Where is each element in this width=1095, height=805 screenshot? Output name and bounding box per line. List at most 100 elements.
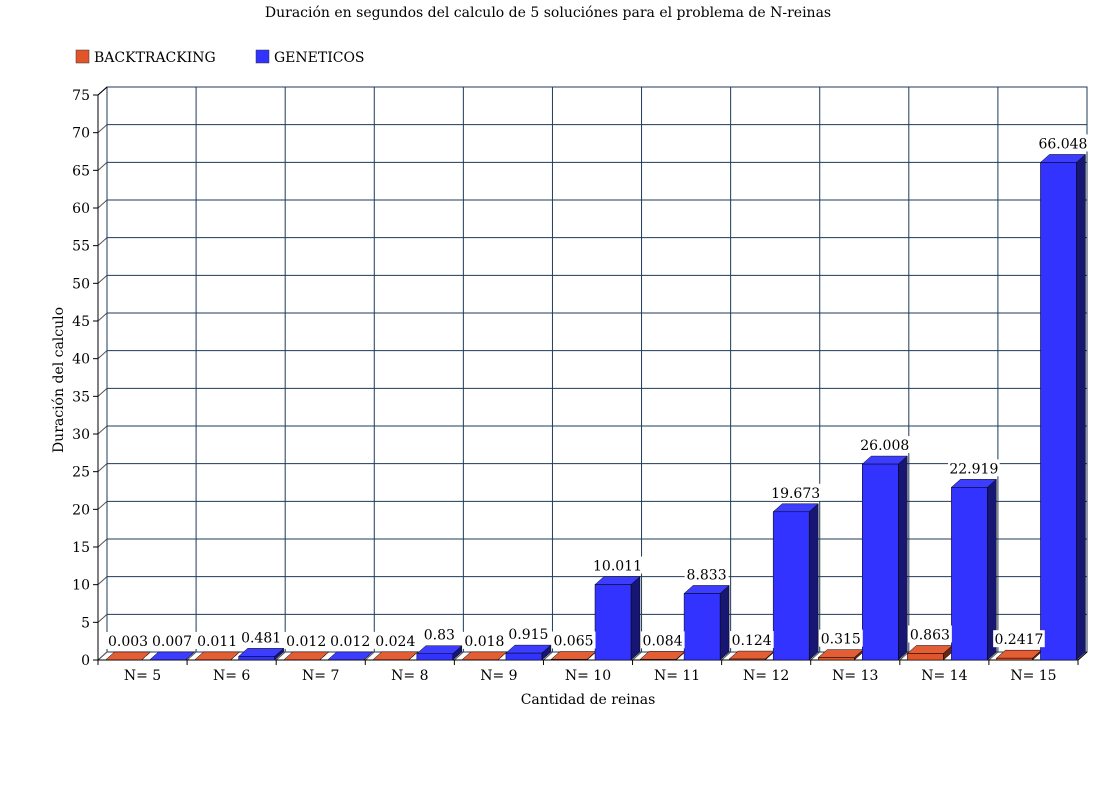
legend-label: GENETICOS bbox=[274, 50, 365, 66]
bar-backtracking-13 bbox=[817, 649, 864, 661]
bar-backtracking-15 bbox=[995, 649, 1043, 661]
data-label-bg bbox=[328, 631, 373, 649]
bar-front bbox=[594, 584, 632, 661]
data-label: 0.124 bbox=[732, 633, 772, 649]
bar-side bbox=[1076, 153, 1086, 661]
data-label: 0.018 bbox=[464, 634, 504, 650]
gridline-floor bbox=[454, 651, 464, 661]
x-tick-label: N= 15 bbox=[1010, 668, 1056, 684]
data-label-bg bbox=[818, 629, 863, 647]
gridline-floor bbox=[721, 651, 731, 661]
data-label: 66.048 bbox=[1038, 136, 1087, 152]
gridline-floor bbox=[988, 651, 999, 661]
bar-front bbox=[818, 657, 855, 661]
bar-side bbox=[808, 503, 819, 661]
data-label-bg bbox=[591, 556, 644, 574]
data-label: 0.863 bbox=[910, 627, 950, 643]
bar-side bbox=[630, 576, 641, 661]
gridline-side bbox=[97, 425, 108, 435]
bar-front bbox=[996, 657, 1033, 661]
bar-front bbox=[862, 463, 899, 661]
y-tick-label: 65 bbox=[72, 163, 90, 179]
data-label-bg bbox=[462, 631, 507, 649]
bar-geneticos-12 bbox=[772, 503, 819, 661]
y-tick-label: 70 bbox=[72, 126, 90, 142]
gridline-floor bbox=[275, 651, 286, 661]
x-tick-label: N= 8 bbox=[391, 668, 428, 684]
y-tick-label: 50 bbox=[72, 276, 90, 292]
legend-swatch bbox=[75, 49, 90, 64]
bar-geneticos-10 bbox=[594, 576, 641, 661]
y-tick-label: 75 bbox=[72, 88, 90, 104]
bar-front bbox=[728, 658, 766, 661]
bar-front bbox=[1040, 162, 1077, 661]
data-label: 0.481 bbox=[241, 630, 281, 646]
bars bbox=[104, 153, 1087, 661]
y-tick-label: 45 bbox=[72, 314, 90, 330]
data-label-bg bbox=[684, 565, 729, 583]
bar-front bbox=[238, 656, 275, 661]
y-tick-label: 0 bbox=[81, 653, 90, 669]
data-label-bg bbox=[506, 625, 551, 643]
bar-top bbox=[372, 651, 419, 661]
data-label: 0.2417 bbox=[994, 632, 1043, 648]
y-tick-label: 25 bbox=[72, 465, 90, 481]
data-label-bg bbox=[993, 630, 1045, 648]
data-label: 0.065 bbox=[553, 634, 593, 650]
data-label-bg bbox=[195, 631, 240, 649]
legend-label: BACKTRACKING bbox=[94, 50, 216, 66]
bar-backtracking-8 bbox=[372, 651, 419, 661]
y-tick-label: 20 bbox=[72, 502, 90, 518]
bar-front bbox=[907, 653, 944, 661]
bar-backtracking-11 bbox=[639, 650, 686, 661]
data-label: 0.012 bbox=[330, 634, 370, 650]
data-label: 10.011 bbox=[593, 559, 642, 575]
data-label-bg bbox=[284, 631, 329, 649]
data-label-bg bbox=[551, 631, 596, 649]
data-label: 19.673 bbox=[771, 486, 820, 502]
data-label: 0.007 bbox=[152, 634, 192, 650]
bar-geneticos-11 bbox=[683, 584, 730, 661]
bar-side bbox=[898, 455, 908, 661]
bar-front bbox=[416, 653, 454, 661]
y-axis-label: Duración del calculo bbox=[51, 307, 67, 453]
data-label: 0.084 bbox=[643, 633, 683, 649]
data-label: 0.003 bbox=[108, 634, 148, 650]
y-tick-label: 60 bbox=[72, 201, 90, 217]
gridline-side bbox=[97, 463, 108, 473]
gridline-side bbox=[97, 387, 108, 397]
grid bbox=[97, 86, 1088, 661]
data-label: 0.024 bbox=[375, 634, 415, 650]
data-label-bg bbox=[907, 625, 952, 643]
gridline-floor bbox=[543, 651, 553, 661]
data-label: 0.012 bbox=[286, 634, 326, 650]
bar-geneticos-8 bbox=[416, 645, 463, 661]
x-tick-label: N= 14 bbox=[921, 668, 967, 684]
y-axis-depth bbox=[97, 86, 108, 96]
data-label: 0.915 bbox=[508, 627, 548, 643]
data-label: 22.919 bbox=[949, 461, 998, 477]
gridline-side bbox=[97, 576, 108, 586]
x-tick-label: N= 12 bbox=[743, 668, 789, 684]
gridline-side bbox=[97, 199, 108, 209]
bar-geneticos-6 bbox=[237, 647, 285, 661]
x-tick-label: N= 9 bbox=[480, 668, 517, 684]
gridline-floor bbox=[186, 651, 197, 661]
bar-geneticos-5 bbox=[148, 651, 196, 661]
x-axis-depth bbox=[1077, 651, 1088, 661]
bar-backtracking-7 bbox=[283, 651, 330, 661]
data-label-bg bbox=[948, 459, 1000, 477]
data-label: 26.008 bbox=[860, 438, 909, 454]
data-label-bg bbox=[106, 631, 151, 649]
y-tick-label: 10 bbox=[72, 578, 90, 594]
x-tick-label: N= 5 bbox=[124, 668, 161, 684]
gridline-floor bbox=[632, 651, 642, 661]
bar-front bbox=[683, 593, 721, 661]
bar-geneticos-14 bbox=[950, 478, 998, 661]
data-label-bg bbox=[1037, 134, 1089, 152]
data-label-bg bbox=[150, 631, 195, 649]
data-label-bg bbox=[239, 628, 284, 646]
gridline-side bbox=[97, 124, 108, 134]
y-tick-label: 30 bbox=[72, 427, 90, 443]
